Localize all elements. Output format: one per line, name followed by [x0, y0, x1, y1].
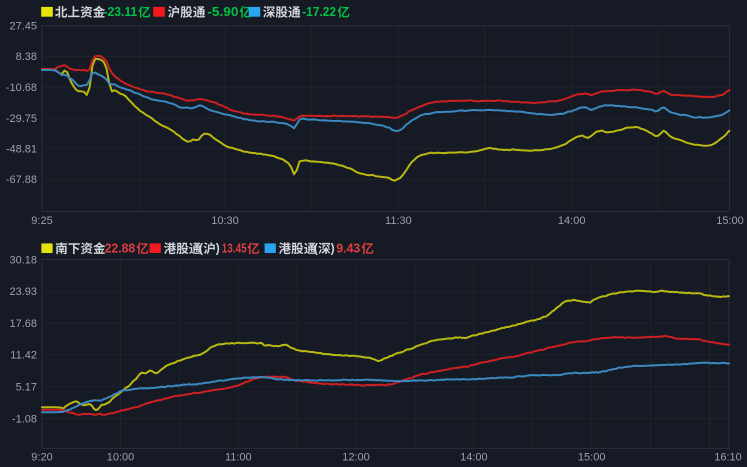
svg-text:22.88: 22.88 — [105, 242, 135, 256]
svg-text:5.17: 5.17 — [16, 382, 37, 394]
svg-text:11.42: 11.42 — [10, 350, 37, 362]
svg-text:): ) — [331, 242, 335, 256]
svg-text:(: ( — [314, 242, 319, 256]
svg-text:16:10: 16:10 — [714, 452, 742, 464]
svg-text:-5.90: -5.90 — [207, 5, 238, 19]
svg-text:17.68: 17.68 — [9, 318, 37, 330]
svg-text:): ) — [216, 242, 220, 256]
svg-text:-10.68: -10.68 — [6, 82, 37, 94]
svg-text:15:00: 15:00 — [578, 452, 606, 464]
svg-text:13.45: 13.45 — [222, 242, 247, 256]
svg-text:14:00: 14:00 — [460, 452, 488, 464]
svg-text:14:00: 14:00 — [558, 215, 586, 227]
svg-text:11:30: 11:30 — [385, 215, 412, 227]
svg-text:-23.11: -23.11 — [103, 5, 137, 19]
svg-text:-48.81: -48.81 — [6, 144, 37, 156]
svg-text:8.38: 8.38 — [16, 51, 37, 63]
svg-text:30.18: 30.18 — [9, 254, 37, 266]
svg-text:15:00: 15:00 — [716, 215, 744, 227]
svg-text:-17.22: -17.22 — [302, 5, 336, 19]
svg-text:9.43: 9.43 — [336, 242, 360, 256]
svg-text:-1.08: -1.08 — [12, 413, 37, 425]
svg-text:-29.75: -29.75 — [6, 113, 37, 125]
svg-text:9:20: 9:20 — [31, 452, 52, 464]
svg-text:(: ( — [199, 242, 204, 256]
svg-text:27.45: 27.45 — [9, 21, 37, 33]
svg-text:23.93: 23.93 — [9, 286, 37, 298]
svg-text:12:00: 12:00 — [342, 452, 370, 464]
svg-text:10:30: 10:30 — [211, 215, 239, 227]
svg-text:10:00: 10:00 — [107, 452, 135, 464]
svg-text:-67.88: -67.88 — [6, 174, 37, 186]
svg-text:9:25: 9:25 — [31, 215, 52, 227]
svg-text:11:00: 11:00 — [225, 452, 252, 464]
